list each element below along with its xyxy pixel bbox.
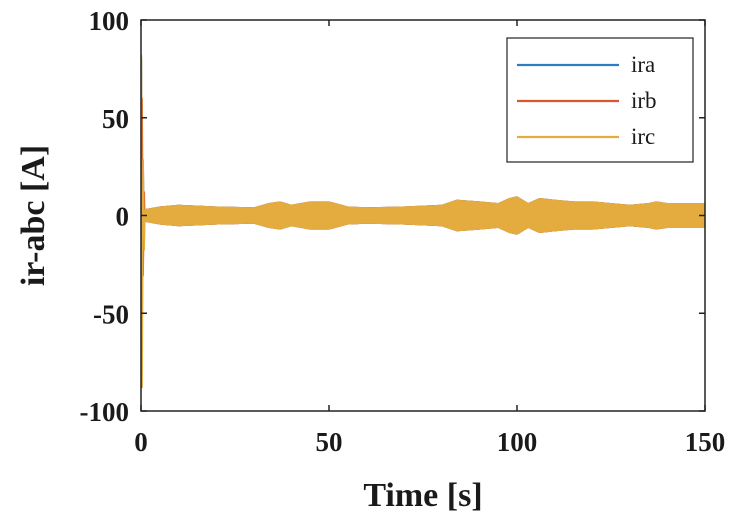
y-tick-label: 0 (116, 202, 130, 232)
y-tick-label: -50 (93, 299, 129, 329)
legend-label-irc: irc (631, 124, 655, 149)
axis-tick-labels: 0 50 100 150 -100 -50 0 50 100 (80, 6, 726, 457)
x-tick-label: 50 (316, 427, 343, 457)
y-tick-label: -100 (80, 397, 130, 427)
series-line-irc (141, 54, 705, 389)
y-axis-label: ir-abc [A] (15, 145, 52, 286)
series-layer (141, 54, 705, 389)
legend-label-ira: ira (631, 52, 655, 77)
legend: ira irb irc (506, 37, 694, 163)
y-tick-label: 50 (102, 104, 129, 134)
y-tick-label: 100 (89, 6, 130, 36)
axis-ticks (140, 19, 706, 412)
x-tick-label: 0 (134, 427, 148, 457)
x-axis-label: Time [s] (363, 477, 482, 514)
x-tick-label: 150 (685, 427, 726, 457)
legend-label-irb: irb (631, 88, 657, 113)
x-tick-label: 100 (497, 427, 538, 457)
